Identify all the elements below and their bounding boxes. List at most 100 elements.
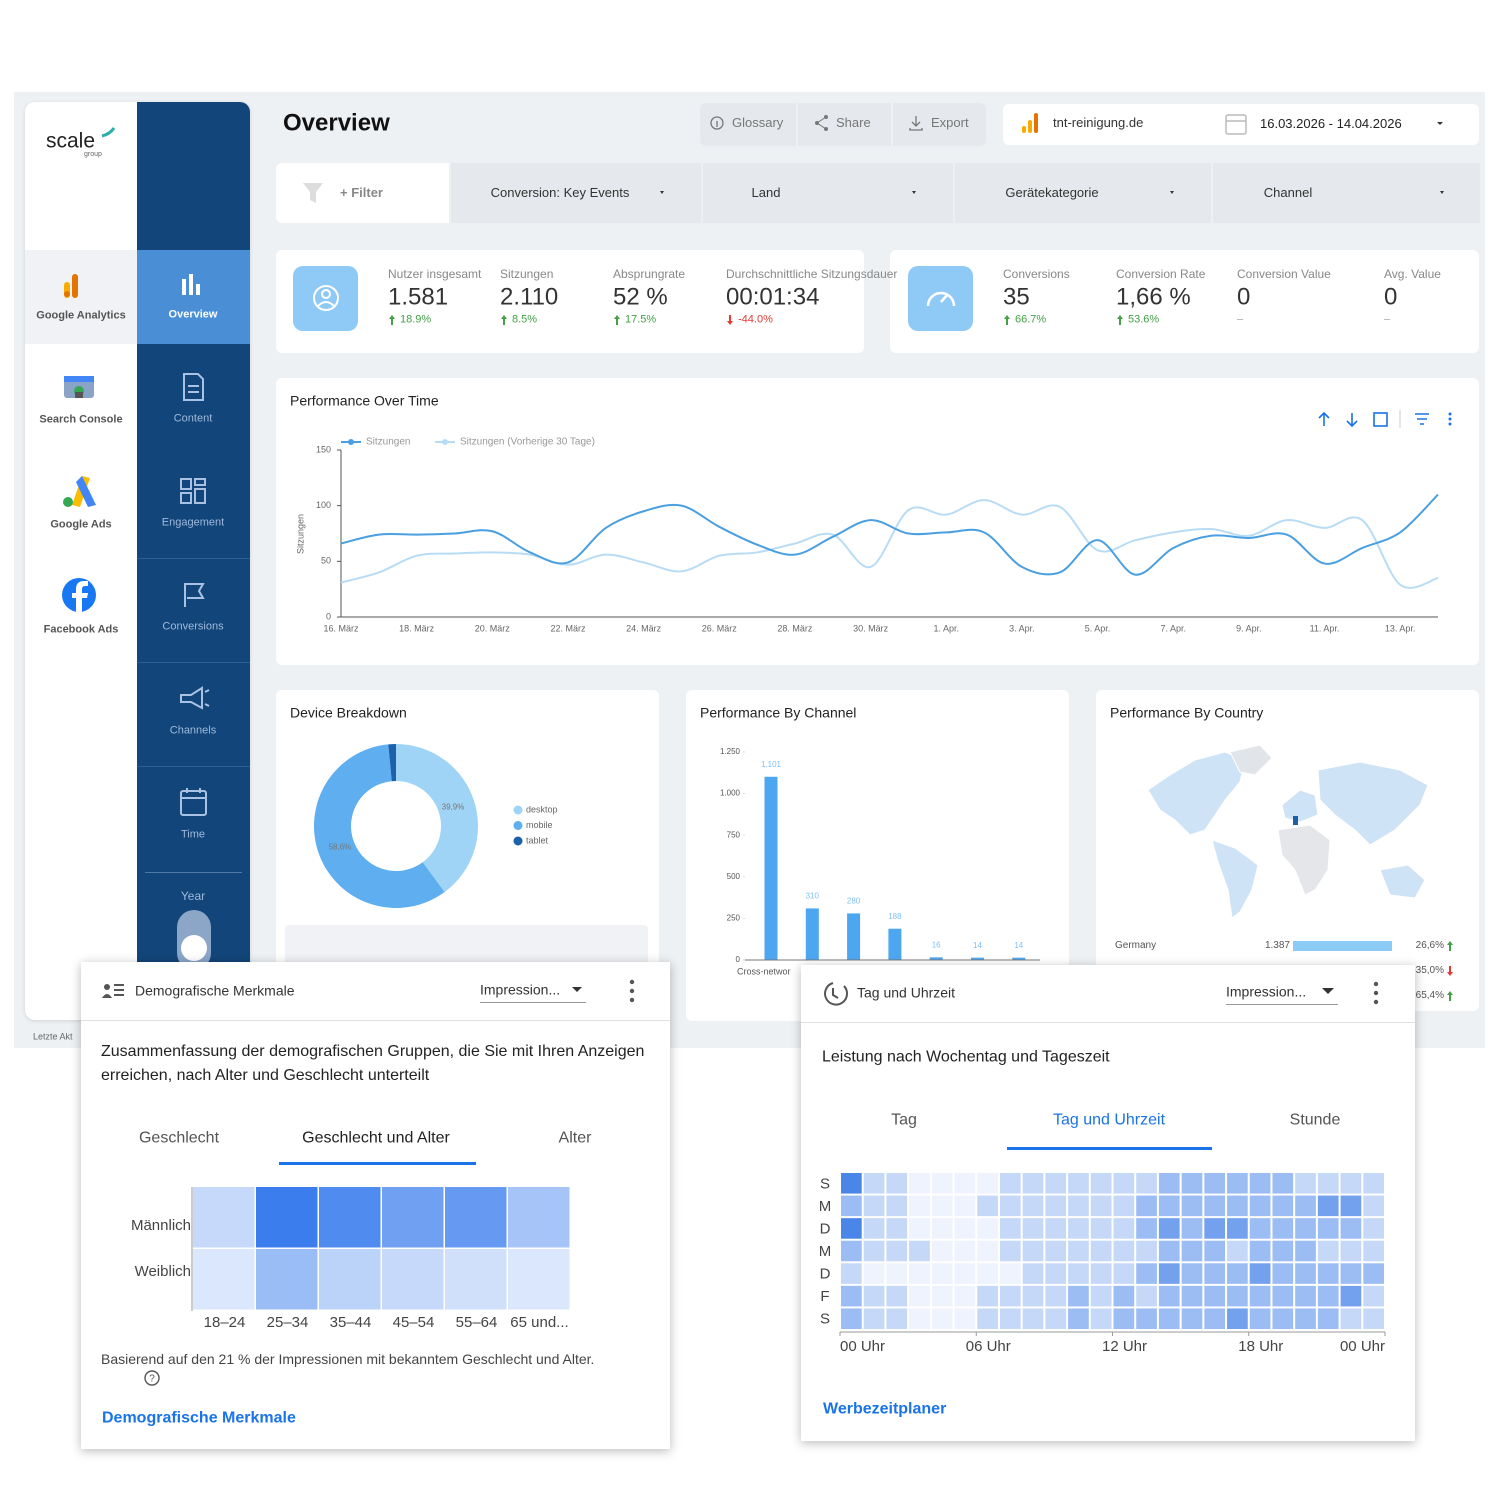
filter-dropdown[interactable] <box>701 163 952 223</box>
heatmap-cell <box>1295 1173 1316 1194</box>
heatmap-cell <box>999 1240 1021 1262</box>
nav-item[interactable]: Channels <box>169 724 217 737</box>
heatmap-cell <box>1295 1308 1316 1329</box>
heatmap-cell <box>1340 1285 1362 1307</box>
source-item[interactable]: Google Analytics <box>36 309 126 322</box>
chart-toolbar <box>1318 410 1452 428</box>
metric-dropdown-underline <box>480 1002 586 1003</box>
heatmap-cell <box>1181 1308 1203 1329</box>
tab[interactable]: Tag und Uhrzeit <box>1052 1111 1166 1129</box>
icon-shape <box>1034 113 1038 133</box>
button-divider <box>891 103 893 146</box>
tab[interactable]: Alter <box>558 1129 592 1147</box>
filter-add-area <box>276 163 449 223</box>
icon-shape <box>1318 411 1330 426</box>
heatmap-cell <box>999 1195 1021 1217</box>
nav-item[interactable]: Year <box>180 888 206 903</box>
metric-dropdown[interactable]: Impression... <box>480 981 561 998</box>
heatmap-cell <box>999 1308 1021 1329</box>
heatmap-cell <box>1227 1195 1248 1217</box>
source-item[interactable]: Google Ads <box>50 518 112 531</box>
row-label: Weiblich <box>135 1263 191 1280</box>
heatmap-cell <box>1227 1285 1248 1307</box>
y-tick-label: 0 <box>326 611 331 621</box>
heatmap-cell <box>193 1187 255 1248</box>
demographics-heatmap: Männlich Weiblich 18–24 25–34 35–44 45–54 55–6… <box>131 1187 570 1331</box>
header-button[interactable]: Share <box>836 115 871 131</box>
trend-up-icon <box>614 315 620 325</box>
sidebar-nav-column <box>137 102 250 1020</box>
filter-dropdown[interactable] <box>1211 163 1480 223</box>
nav-separator <box>145 872 242 873</box>
world-map <box>1147 744 1429 919</box>
dropdown-caret <box>660 191 664 194</box>
link[interactable]: Werbezeitplaner <box>823 1400 947 1418</box>
heatmap-cell <box>1090 1240 1112 1262</box>
kpi-value: 1.581 <box>388 283 449 311</box>
legend-marker <box>442 439 448 445</box>
kpi-value: 52 % <box>613 283 668 311</box>
heatmap-cell <box>1340 1240 1362 1262</box>
header-button-group <box>700 103 986 146</box>
active-tab-indicator <box>279 1162 476 1165</box>
icon-shape <box>75 392 83 398</box>
heatmap-cell <box>1249 1263 1271 1284</box>
header-button[interactable]: Export <box>931 115 969 131</box>
kpi-label: Nutzer insgesamt <box>388 266 482 281</box>
icon-shape <box>194 488 206 504</box>
heatmap-cell <box>1045 1218 1067 1239</box>
icon-shape <box>1225 114 1247 135</box>
heatmap-cell <box>909 1218 930 1239</box>
y-tick-label: 50 <box>321 556 331 566</box>
header-button[interactable]: Glossary <box>732 115 784 131</box>
filter-dropdown[interactable] <box>953 163 1210 223</box>
heatmap-cell <box>954 1263 976 1284</box>
heatmap-cell <box>382 1249 444 1310</box>
tab[interactable]: Tag <box>891 1111 917 1129</box>
nav-item[interactable]: Time <box>180 828 206 841</box>
icon-shape <box>1447 966 1453 976</box>
heatmap-cell <box>1113 1285 1135 1307</box>
bar <box>888 928 902 960</box>
donut-segment <box>314 744 445 908</box>
trend-up-icon <box>1117 315 1123 325</box>
heatmap-cell <box>1045 1195 1067 1217</box>
nav-item[interactable]: Content <box>173 412 213 425</box>
heatmap-cell <box>1022 1173 1044 1194</box>
icon-shape <box>321 289 331 299</box>
filter-dropdown[interactable] <box>449 163 700 223</box>
icon-shape <box>909 116 923 131</box>
y-tick-label: 500 <box>727 872 741 881</box>
source-item[interactable]: Facebook Ads <box>43 623 119 636</box>
nav-item[interactable]: Overview <box>168 308 218 321</box>
x-tick-label: 3. Apr. <box>1009 623 1035 633</box>
nav-separator <box>137 662 250 663</box>
channel-bar-chart: 0 250 500 750 1.000 1.250 1.101 Cross-networ 310… <box>720 747 1040 976</box>
performance-chart: 0 50 100 150 Sitzungen 16. März 18. März 20. Mä… <box>295 437 1439 633</box>
heatmap-cell <box>1204 1240 1226 1262</box>
icon-shape: ? <box>149 1374 155 1385</box>
y-tick-label: 1.000 <box>720 789 741 798</box>
heatmap-cell <box>977 1308 998 1329</box>
metric-dropdown[interactable]: Impression... <box>1226 983 1307 1000</box>
x-tick-label: 16. März <box>323 623 359 633</box>
x-tick-label: 7. Apr. <box>1160 623 1186 633</box>
add-filter-button[interactable]: + Filter <box>340 185 383 201</box>
property-selector[interactable] <box>1003 104 1479 145</box>
heatmap-cell <box>1249 1308 1271 1329</box>
bar <box>764 776 778 960</box>
source-item[interactable]: Search Console <box>39 413 123 426</box>
tab[interactable]: Geschlecht und Alter <box>302 1129 450 1147</box>
heatmap-cell <box>977 1240 998 1262</box>
tab[interactable]: Geschlecht <box>138 1129 220 1147</box>
row-label: M <box>819 1243 832 1260</box>
heatmap-cell <box>1113 1173 1135 1194</box>
link[interactable]: Demografische Merkmale <box>102 1409 296 1427</box>
nav-item[interactable]: Conversions <box>162 620 224 633</box>
nav-item[interactable]: Engagement <box>161 516 225 529</box>
icon-shape <box>102 994 112 998</box>
kpi-change: – <box>1237 313 1244 326</box>
heatmap-cell <box>1022 1195 1044 1217</box>
icon-shape <box>1440 191 1444 194</box>
tab[interactable]: Stunde <box>1289 1111 1341 1129</box>
